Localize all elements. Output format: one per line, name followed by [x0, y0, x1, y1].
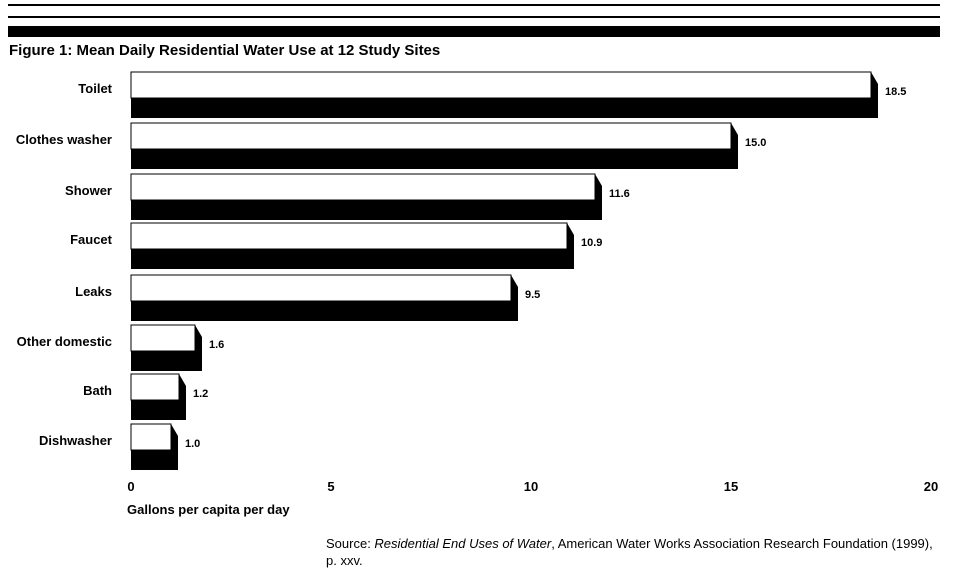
bar	[130, 423, 172, 451]
bar-shadow	[131, 424, 178, 470]
bar-shadow	[131, 374, 186, 420]
x-tick-label: 0	[127, 479, 134, 494]
bar-shadow	[131, 275, 518, 321]
top-rule	[8, 4, 940, 6]
bar	[130, 122, 732, 150]
bar	[130, 173, 596, 201]
category-label: Faucet	[70, 232, 113, 247]
value-label: 10.9	[581, 237, 602, 249]
bar	[130, 373, 180, 401]
chart-title: Figure 1: Mean Daily Residential Water U…	[9, 42, 441, 59]
source-prefix: Source:	[326, 536, 375, 551]
bar-shadow	[131, 72, 878, 118]
bar-shadow	[131, 223, 574, 269]
bar-chart: Toilet 18.5 Clothes washer 15.0 Shower 11.6 Fa…	[16, 71, 938, 517]
bar	[130, 71, 872, 99]
value-label: 11.6	[609, 188, 630, 200]
category-label: Clothes washer	[16, 132, 112, 147]
value-label: 1.6	[209, 339, 224, 351]
source-title: Residential End Uses of Water	[374, 536, 552, 551]
value-label: 18.5	[885, 86, 906, 98]
bar	[130, 324, 196, 352]
bar	[130, 222, 568, 250]
x-tick-label: 20	[924, 479, 938, 494]
value-label: 1.0	[185, 438, 200, 450]
category-label: Toilet	[78, 81, 112, 96]
source-note: Source: Residential End Uses of Water, A…	[326, 535, 936, 569]
category-label: Dishwasher	[39, 433, 112, 448]
bar	[130, 274, 512, 302]
second-rule	[8, 16, 940, 18]
x-tick-label: 5	[327, 479, 334, 494]
category-label: Leaks	[75, 284, 112, 299]
category-label: Shower	[65, 183, 112, 198]
bar-shadow	[131, 174, 602, 220]
x-tick-label: 10	[524, 479, 538, 494]
category-label: Bath	[83, 383, 112, 398]
bar-shadow	[131, 123, 738, 169]
bar-shadow	[131, 325, 202, 371]
x-tick-label: 15	[724, 479, 738, 494]
title-bar-rule	[8, 26, 940, 37]
x-axis-label: Gallons per capita per day	[127, 502, 290, 517]
source-rest: , American Water Works Association Resea…	[326, 536, 933, 568]
value-label: 9.5	[525, 289, 540, 301]
value-label: 1.2	[193, 388, 208, 400]
category-label: Other domestic	[17, 334, 112, 349]
value-label: 15.0	[745, 137, 766, 149]
